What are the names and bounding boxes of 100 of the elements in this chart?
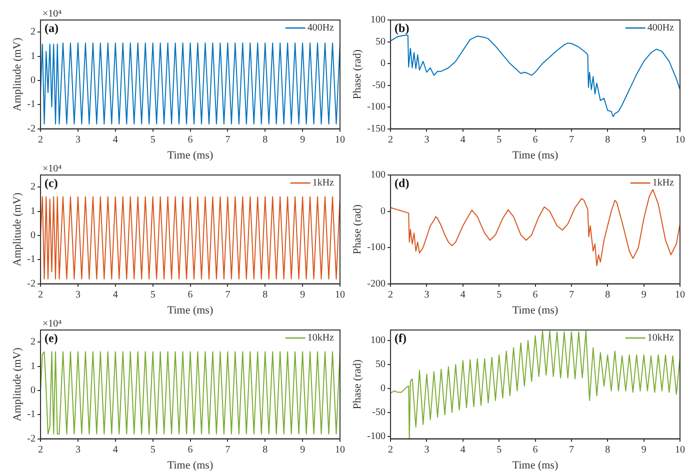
x-tick-label: 9 <box>300 444 306 456</box>
x-axis-title: Time (ms) <box>167 459 214 472</box>
x-tick-label: 7 <box>225 134 230 146</box>
chart-title: (c) <box>44 176 58 190</box>
x-axis-title: Time (ms) <box>167 149 214 162</box>
x-tick-label: 2 <box>38 289 44 300</box>
y-tick-label: -1 <box>27 409 36 420</box>
x-axis-title: Time (ms) <box>512 149 558 162</box>
legend-label: 1kHz <box>652 178 675 189</box>
y-tick-label: 0 <box>380 58 386 70</box>
y-axis-title: Amplitude (mV) <box>11 347 24 422</box>
y-axis-title: Phase (rad) <box>351 204 364 254</box>
y-tick-label: -1 <box>27 254 36 266</box>
x-tick-label: 4 <box>460 444 466 456</box>
y-tick-label: -1 <box>27 99 36 110</box>
y-tick-label: -2 <box>27 433 36 444</box>
x-tick-label: 6 <box>188 134 193 146</box>
x-tick-label: 10 <box>675 444 685 456</box>
x-tick-label: 3 <box>424 444 430 456</box>
x-tick-label: 6 <box>188 289 193 300</box>
x-tick-label: 4 <box>460 289 466 300</box>
y-tick-label: 50 <box>376 359 386 370</box>
y-tick-label: 0 <box>380 206 386 217</box>
x-tick-label: 6 <box>532 289 538 300</box>
y-tick-label: -100 <box>367 242 386 254</box>
y-tick-label: 50 <box>376 36 386 48</box>
y-tick-label: -50 <box>372 407 386 418</box>
y-tick-label: -100 <box>367 431 386 442</box>
text: ×10⁴ <box>42 164 62 175</box>
y-axis-title: Amplitude (mV) <box>11 37 24 112</box>
x-tick-label: 3 <box>75 134 80 146</box>
x-tick-label: 4 <box>112 444 118 456</box>
x-tick-label: 5 <box>496 444 502 456</box>
x-tick-label: 2 <box>38 444 44 456</box>
y-tick-label: -100 <box>367 102 386 113</box>
y-tick-label: 2 <box>30 182 36 193</box>
chart-title: (a) <box>44 21 59 36</box>
legend-label: 10kHz <box>307 332 335 344</box>
x-tick-label: 7 <box>568 289 574 300</box>
legend-label: 1kHz <box>312 178 335 189</box>
x-tick-label: 9 <box>300 289 306 300</box>
x-tick-label: 8 <box>605 134 610 146</box>
x-tick-label: 7 <box>225 289 230 300</box>
x-tick-label: 6 <box>188 444 193 456</box>
x-tick-label: 2 <box>388 289 394 300</box>
y-tick-label: 2 <box>30 336 36 348</box>
x-tick-label: 9 <box>641 444 646 456</box>
x-tick-label: 10 <box>675 134 685 146</box>
x-tick-label: 8 <box>262 134 268 146</box>
x-tick-label: 5 <box>496 289 502 300</box>
y-tick-label: 100 <box>370 170 386 181</box>
y-tick-label: 0 <box>380 383 386 394</box>
x-tick-label: 6 <box>532 134 538 146</box>
y-axis-title: Amplitude (mV) <box>11 192 24 266</box>
x-tick-label: 9 <box>641 289 646 300</box>
y-tick-label: -150 <box>367 123 386 134</box>
x-tick-label: 2 <box>388 134 394 146</box>
chart-title: (d) <box>394 176 410 190</box>
x-tick-label: 8 <box>262 444 268 456</box>
x-tick-label: 3 <box>424 289 430 300</box>
x-tick-label: 3 <box>75 289 80 300</box>
legend-label: 10kHz <box>647 332 675 344</box>
y-tick-label: 1 <box>30 206 36 217</box>
x-tick-label: 10 <box>335 134 345 146</box>
y-tick-label: 2 <box>30 26 36 38</box>
y-axis-title: Phase (rad) <box>351 49 364 100</box>
chart-title: (b) <box>394 21 410 36</box>
chart-title: (f) <box>394 331 407 346</box>
y-tick-label: 1 <box>30 360 36 372</box>
x-tick-label: 4 <box>460 134 466 146</box>
x-tick-label: 9 <box>641 134 646 146</box>
x-tick-label: 8 <box>605 444 610 456</box>
x-tick-label: 2 <box>38 134 44 146</box>
y-tick-label: 1 <box>30 50 36 62</box>
y-tick-label: 0 <box>30 230 36 242</box>
y-tick-label: 100 <box>370 14 386 26</box>
x-tick-label: 5 <box>496 134 502 146</box>
y-tick-label: -2 <box>27 123 36 134</box>
y-tick-label: 0 <box>30 75 36 86</box>
y-axis-title: Phase (rad) <box>351 359 364 410</box>
x-axis-title: Time (ms) <box>512 459 558 472</box>
x-tick-label: 8 <box>262 289 268 300</box>
x-tick-label: 9 <box>300 134 306 146</box>
x-tick-label: 3 <box>75 444 80 456</box>
y-tick-label: -2 <box>27 278 36 290</box>
x-tick-label: 5 <box>150 289 156 300</box>
y-tick-label: 100 <box>370 335 386 346</box>
x-tick-label: 5 <box>150 444 156 456</box>
x-tick-label: 8 <box>605 289 610 300</box>
y-tick-label: -200 <box>367 278 386 290</box>
x-tick-label: 6 <box>532 444 538 456</box>
x-tick-label: 10 <box>675 289 685 300</box>
text: ×10⁴ <box>42 318 62 330</box>
legend-label: 400Hz <box>307 22 335 34</box>
x-tick-label: 7 <box>568 444 574 456</box>
x-tick-label: 2 <box>388 444 394 456</box>
x-axis-title: Time (ms) <box>167 304 214 316</box>
y-tick-label: -50 <box>372 80 386 91</box>
x-tick-label: 3 <box>424 134 430 146</box>
x-tick-label: 4 <box>112 289 118 300</box>
